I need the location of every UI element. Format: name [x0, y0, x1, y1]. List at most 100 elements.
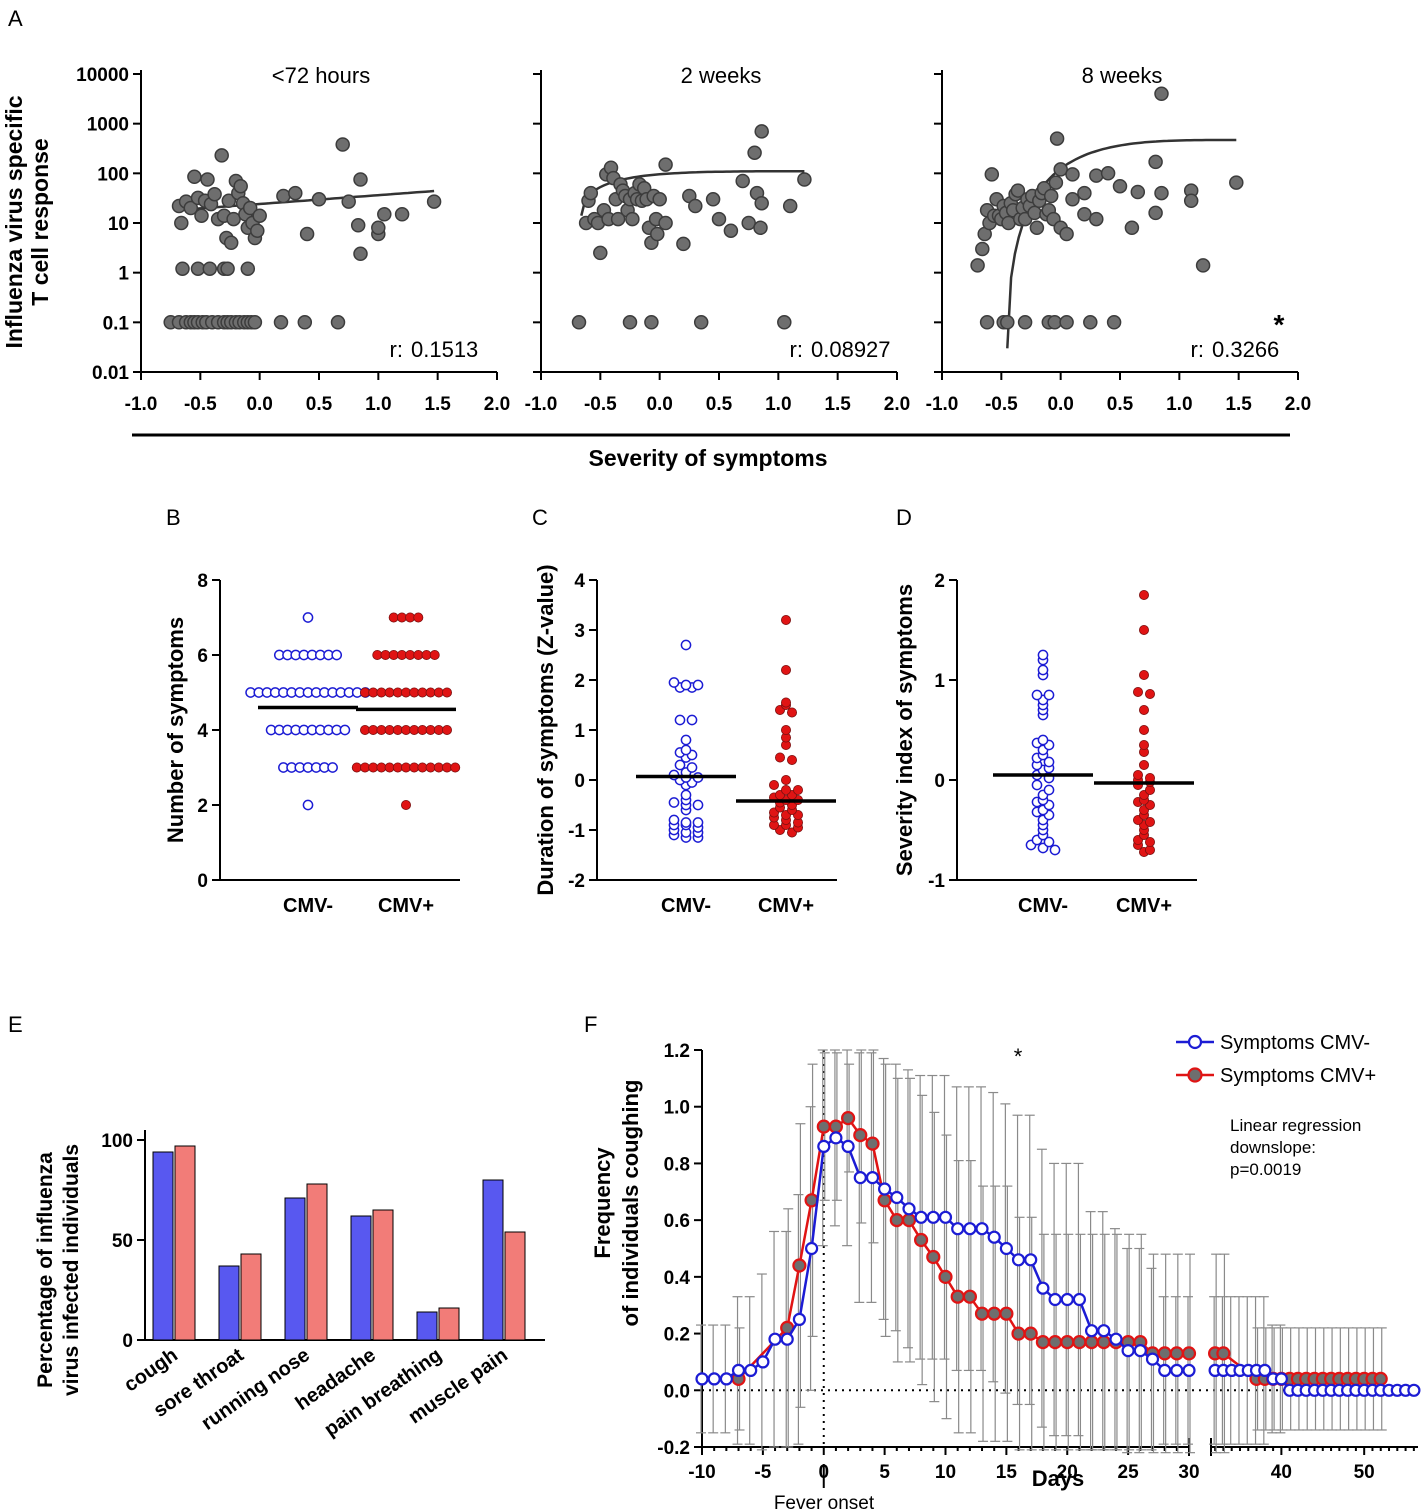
panel-f-ytick-label: 0.4	[664, 1268, 691, 1289]
panel-e-ytick-label: 0	[122, 1331, 133, 1352]
panel-f-note-line2: downslope:	[1230, 1138, 1316, 1157]
panel-f-note-line3: p=0.0019	[1230, 1160, 1301, 1179]
panel-f-xtick-label: -5	[754, 1462, 771, 1483]
panel-b-ytick-label: 8	[197, 571, 208, 592]
panel-b-cmv-neg-point	[302, 799, 314, 811]
panel-a-sub2-xtick-label: 2.0	[1285, 394, 1311, 415]
panel-d-ytick-label: 0	[934, 771, 945, 792]
panel-f-point-cmv-pos	[792, 1258, 807, 1273]
panel-a-sub1-point	[688, 198, 703, 214]
panel-a-sub2-xtick-label: -1.0	[926, 394, 959, 415]
panel-e-bar-cmv-pos	[240, 1253, 262, 1341]
panel-c-chart: Duration of symptoms (Z-value) -2 -1 0 1 2 3 4…	[533, 564, 837, 917]
panel-e-bar-cmv-neg	[284, 1197, 306, 1341]
panel-d-cmv-pos-point	[1133, 687, 1144, 698]
panel-a-sub0-point	[214, 148, 229, 163]
panel-f-xtick-label: 50	[1354, 1462, 1375, 1483]
panel-f-chart: Frequency of individuals coughing Days F…	[590, 1032, 1421, 1511]
panel-letter-c: C	[532, 505, 548, 530]
panel-b-ytick-label: 4	[197, 721, 208, 742]
panel-a-sub2-point	[1083, 315, 1098, 330]
panel-a-sub2-point	[1229, 175, 1244, 190]
panel-a-sub0-xtick-label: -1.0	[125, 394, 158, 415]
panel-f-point-cmv-neg	[877, 1182, 892, 1196]
panel-a-sub0-point	[207, 186, 222, 202]
panel-d-category-label: CMV-	[1018, 895, 1068, 917]
panel-d-cmv-neg-point	[1031, 689, 1043, 701]
panel-a-sub1-xtick-label: -0.5	[584, 394, 617, 415]
panel-f-point-cmv-neg	[938, 1210, 953, 1224]
panel-a-sub2-xtick-label: 0.0	[1047, 394, 1073, 415]
panel-f-point-cmv-neg	[707, 1372, 721, 1386]
panel-b-ytick-label: 2	[197, 796, 208, 817]
panel-f-point-cmv-neg	[951, 1222, 965, 1236]
panel-f-point-cmv-neg	[853, 1170, 867, 1185]
panel-c-cmv-neg-point	[680, 679, 692, 691]
panel-b-cmv-neg-point	[331, 649, 343, 661]
panel-a-sub1-xtick-label: -1.0	[525, 394, 558, 415]
panel-a-sub1-point	[754, 124, 769, 139]
panel-d-ytick-label: -1	[928, 871, 945, 892]
panel-f-point-cmv-neg	[865, 1170, 880, 1185]
panel-d-cmv-pos-point	[1139, 670, 1150, 681]
panel-f-xtick-label: 15	[996, 1462, 1018, 1483]
panel-f-point-cmv-neg	[1097, 1324, 1111, 1338]
panel-a-ytick-label: 1	[118, 264, 129, 285]
panel-e-bar-cmv-pos	[504, 1231, 526, 1341]
panel-a-ytick-label: 10000	[76, 65, 129, 86]
panel-a-sub0-point	[240, 261, 256, 276]
panel-a-sub0-point	[174, 215, 189, 231]
panel-a-sub2-point	[1148, 154, 1163, 170]
panel-a-sub1-point	[705, 192, 721, 207]
panel-a-sub2-point	[1017, 315, 1033, 330]
panel-a-ylabel-line1: Influenza virus specific	[1, 95, 27, 348]
panel-d-ylabel: Severity index of symptoms	[892, 584, 917, 876]
panel-a-sub1-title: 2 weeks	[681, 63, 762, 88]
panel-f-point-cmv-neg	[890, 1190, 904, 1205]
panel-a-sub1-point	[650, 226, 665, 242]
panel-a-sub1-point	[658, 215, 673, 231]
panel-e-category-label: pain breathing	[320, 1344, 445, 1441]
panel-f-point-cmv-neg	[1133, 1343, 1147, 1358]
panel-a-ytick-label: 0.01	[92, 363, 129, 384]
panel-f-point-cmv-pos	[1169, 1346, 1184, 1361]
panel-a-sub0-point	[223, 235, 239, 251]
panel-b-cmv-neg-point	[302, 612, 314, 623]
panel-c-cmv-neg-point	[674, 759, 686, 771]
panel-a-sub1-xtick-label: 0.5	[706, 394, 733, 415]
panel-f-point-cmv-neg	[1145, 1352, 1160, 1366]
panel-f-point-cmv-neg	[1048, 1292, 1062, 1307]
panel-a-sub1-point	[571, 315, 587, 330]
panel-a-sub0-point	[175, 261, 190, 276]
panel-a-sub0-point	[183, 200, 199, 216]
panel-a-sub2-title: 8 weeks	[1082, 63, 1163, 88]
panel-a-sub0-point	[353, 172, 368, 187]
panel-b-cmv-pos-point	[400, 800, 411, 811]
panel-a-sub2-point	[1065, 192, 1080, 207]
panel-a-sub2-point	[1027, 205, 1042, 221]
panel-c-ytick-label: 0	[574, 771, 585, 792]
panel-a-sub1-point	[593, 245, 608, 261]
panel-f-xtick-label: 30	[1178, 1462, 1199, 1483]
panel-f-xtick-label: 25	[1118, 1462, 1140, 1483]
panel-f-point-cmv-neg	[768, 1332, 782, 1346]
panel-c-ytick-label: -1	[568, 821, 585, 842]
panel-b-cmv-pos-point	[441, 725, 452, 736]
panel-a-sub0-point	[202, 261, 218, 276]
panel-f-fever-onset: Fever onset	[774, 1493, 875, 1511]
panel-f-ytick-label: 1.2	[664, 1041, 690, 1062]
panel-c-cmv-pos-point	[781, 775, 792, 786]
panel-a-sub2-star: *	[1274, 309, 1285, 340]
panel-d-cmv-neg-point	[1043, 784, 1055, 796]
panel-f-point-cmv-neg	[744, 1363, 758, 1378]
panel-a-sub1-xtick-label: 1.5	[824, 394, 851, 415]
panel-a-sub2-point	[1183, 193, 1199, 209]
panel-f-point-cmv-neg	[695, 1372, 709, 1386]
panel-b-cmv-pos-point	[450, 762, 461, 773]
panel-f-point-cmv-pos	[1023, 1326, 1038, 1341]
panel-d-cmv-pos-point	[1139, 705, 1150, 716]
panel-a-sub0-r-label: r:	[390, 337, 403, 362]
panel-f-point-cmv-pos	[877, 1193, 892, 1208]
panel-f-point-cmv-neg	[1024, 1253, 1038, 1267]
panel-a-ytick-label: 100	[97, 164, 129, 185]
